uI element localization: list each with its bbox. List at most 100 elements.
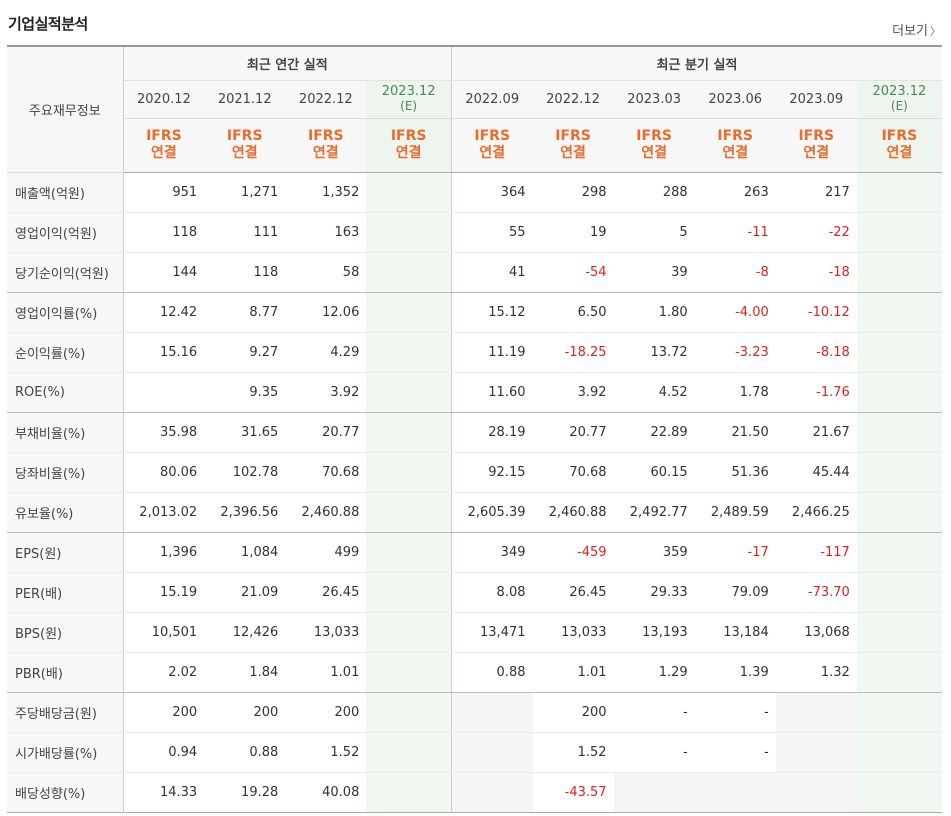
table-cell: 499	[285, 532, 367, 573]
cell-value: 111	[253, 224, 279, 240]
row-label: 유보율(%)	[7, 492, 124, 533]
table-cell	[856, 692, 942, 733]
ifrs-label-line1: IFRS	[555, 128, 591, 144]
ifrs-label-line1: IFRS	[717, 128, 754, 144]
table-row: PBR(배) 2.02 1.84 1.01 0.88 1.01 1.29 1.39 1.32	[7, 652, 942, 693]
cell-value: -18	[828, 264, 850, 280]
table-row: 영업이익(억원) 118 111 163 55 19 5 -11 -22	[7, 212, 942, 253]
table-cell: 4.52	[613, 372, 695, 413]
table-cell	[366, 252, 452, 293]
row-label: 당좌비율(%)	[7, 452, 124, 493]
table-cell	[856, 532, 942, 573]
table-cell: 9.35	[204, 372, 286, 413]
cell-value: -117	[820, 544, 850, 560]
table-cell	[856, 452, 942, 493]
table-cell: 45.44	[775, 452, 857, 493]
table-cell: 26.45	[532, 572, 614, 613]
cell-value: 6.50	[577, 304, 607, 320]
cell-value: 118	[172, 224, 198, 240]
cell-value: 13,471	[480, 624, 526, 640]
cell-value: 2,466.25	[791, 504, 850, 520]
table-cell: 14.33	[123, 772, 204, 812]
table-cell: 12,426	[204, 612, 286, 653]
table-cell: 26.45	[285, 572, 367, 613]
table-cell: 1.39	[694, 652, 776, 693]
table-cell	[366, 492, 452, 533]
cell-value: 102.78	[232, 464, 279, 480]
cell-value: 21.50	[731, 424, 769, 440]
cell-value: 22.89	[650, 424, 688, 440]
ifrs-label-line2: 연결	[479, 145, 506, 161]
table-cell: 1,271	[204, 172, 286, 213]
cell-value: 15.19	[159, 584, 198, 600]
table-cell: -18	[775, 252, 857, 293]
table-cell: -10.12	[775, 292, 857, 333]
table-cell	[856, 652, 942, 693]
cell-value: 298	[581, 184, 607, 200]
ifrs-label-line2: 연결	[641, 145, 667, 161]
cell-value: 2,605.39	[467, 504, 526, 520]
table-row: BPS(원) 10,501 12,426 13,033 13,471 13,033 13,1…	[7, 612, 942, 653]
cell-value: 21.09	[241, 584, 279, 600]
row-label: 영업이익률(%)	[7, 292, 124, 333]
table-cell	[856, 372, 942, 413]
cell-value: 70.68	[569, 464, 607, 480]
table-cell: -	[613, 692, 695, 733]
table-cell: 2,492.77	[613, 492, 695, 533]
table-row: 배당성향(%) 14.33 19.28 40.08 -43.57	[7, 772, 942, 812]
period-date: 2020.12	[137, 91, 191, 107]
cell-value: 1,396	[159, 544, 198, 560]
estimate-tag: (E)	[400, 99, 418, 113]
chevron-right-icon[interactable]: 〉	[930, 25, 941, 38]
row-label: 주당배당금(원)	[7, 692, 124, 733]
row-label: 매출액(억원)	[7, 172, 124, 213]
cell-value: 200	[581, 704, 607, 720]
table-cell	[775, 772, 857, 812]
cell-value: 2,460.88	[548, 504, 607, 520]
table-cell: 9.27	[204, 332, 286, 373]
table-cell: 298	[532, 172, 614, 213]
table-cell: 144	[123, 252, 205, 293]
estimate-tag: (E)	[890, 99, 908, 113]
table-row: ROE(%) 9.35 3.92 11.60 3.92 4.52 1.78 -1.76	[7, 372, 942, 413]
period-date: 2023.06	[708, 91, 763, 107]
table-cell: 39	[613, 252, 695, 293]
cell-value: 58	[342, 264, 360, 280]
cell-value: 1.39	[739, 664, 769, 680]
table-cell: 288	[613, 172, 695, 213]
table-cell: 217	[775, 172, 857, 213]
ifrs-label-line1: IFRS	[226, 128, 263, 144]
cell-value: -10.12	[807, 304, 850, 320]
period-date: 2022.12	[298, 91, 353, 107]
ifrs-label: IFRS 연결	[123, 118, 205, 173]
more-link-label[interactable]: 더보기	[892, 24, 928, 39]
table-cell: 2,460.88	[532, 492, 614, 533]
period-header: 2020.12	[123, 80, 205, 119]
cell-value: 1.52	[330, 744, 360, 760]
cell-value: 2,013.02	[139, 504, 198, 520]
ifrs-row: IFRS 연결 IFRS 연결 IFRS 연결 IFRS 연결 IFRS 연결 IFRS 연결 IFRS…	[7, 118, 942, 173]
ifrs-label: IFRS 연결	[694, 118, 776, 173]
table-row: EPS(원) 1,396 1,084 499 349 -459 359 -17 -117	[7, 532, 942, 573]
table-cell: 15.12	[451, 292, 533, 333]
table-cell: 5	[613, 212, 695, 253]
ifrs-label-line2: 연결	[722, 145, 749, 161]
cell-value: 92.15	[488, 464, 526, 480]
cell-value: -17	[747, 544, 769, 560]
table-body: 매출액(억원) 951 1,271 1,352 364 298 288 263 217 영업이익(…	[7, 172, 942, 812]
more-link[interactable]: 더보기 〉	[892, 20, 941, 39]
cell-value: 20.77	[322, 424, 360, 440]
ifrs-label-line2: 연결	[231, 145, 258, 161]
table-cell: 51.36	[694, 452, 776, 493]
cell-value: 11.19	[488, 344, 526, 360]
table-cell: -43.57	[533, 772, 614, 812]
header-main-label: 주요재무정보	[7, 46, 124, 173]
table-row: 주당배당금(원) 200 200 200 200 - -	[7, 692, 942, 733]
table-cell: 1.29	[613, 652, 695, 693]
table-cell: 28.19	[451, 412, 533, 453]
cell-value: -8	[755, 264, 769, 280]
cell-value: -	[682, 704, 688, 720]
period-date: 2023.12	[872, 84, 927, 99]
table-cell: 1.78	[694, 372, 776, 413]
table-cell: 10,501	[123, 612, 205, 653]
